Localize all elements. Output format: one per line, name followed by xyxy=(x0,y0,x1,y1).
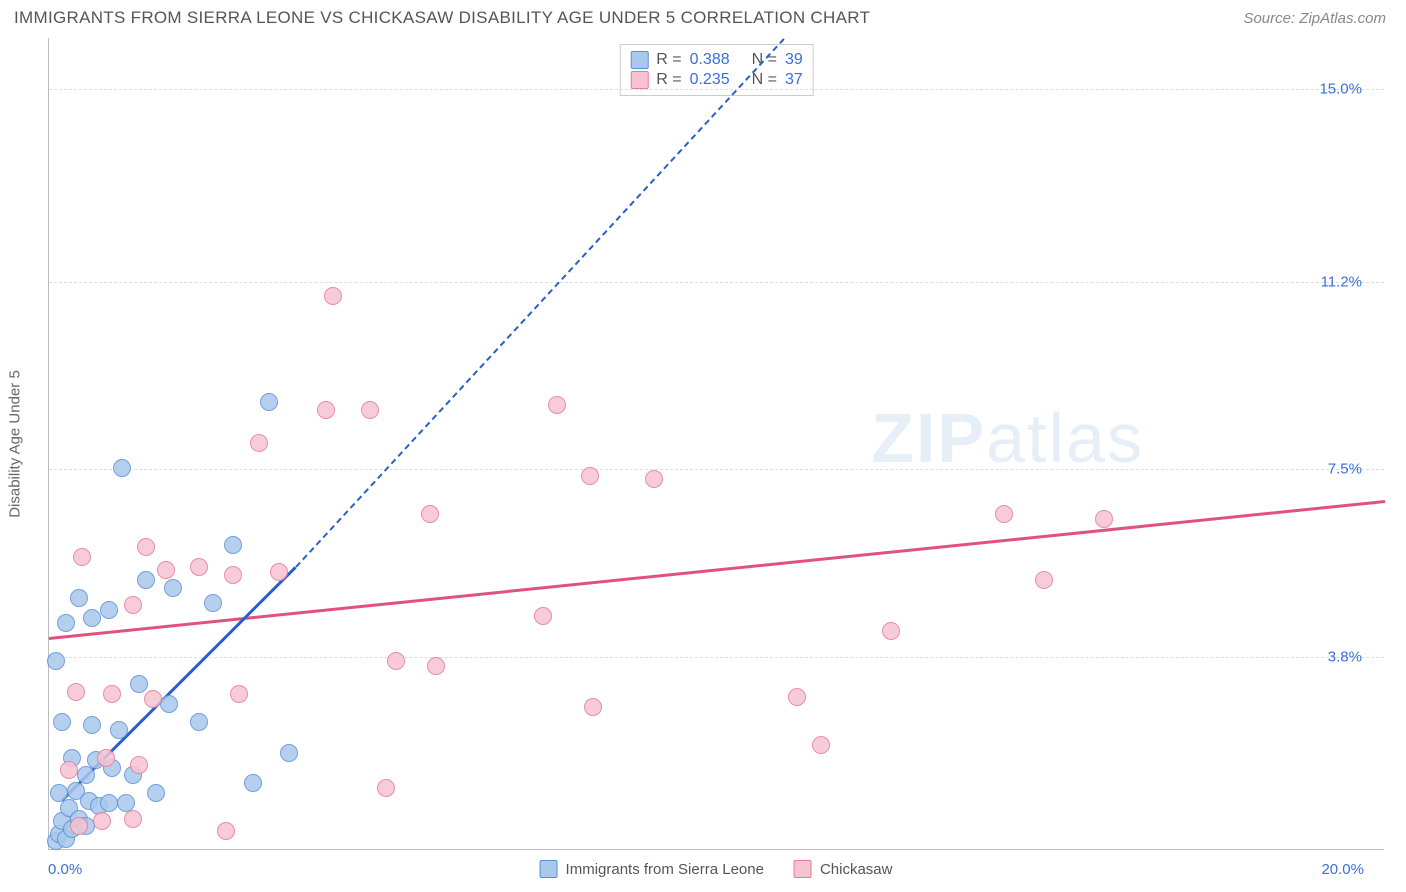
data-point xyxy=(270,563,288,581)
data-point xyxy=(110,721,128,739)
series-swatch xyxy=(630,71,648,89)
data-point xyxy=(387,652,405,670)
r-value: 0.235 xyxy=(690,71,730,89)
data-point xyxy=(100,794,118,812)
x-axis-min-label: 0.0% xyxy=(48,861,82,878)
r-label: R = xyxy=(656,71,681,89)
plot-area: Disability Age Under 5 R =0.388N =39R =0… xyxy=(48,38,1384,850)
data-point xyxy=(164,579,182,597)
data-point xyxy=(421,505,439,523)
x-axis-max-label: 20.0% xyxy=(1321,861,1364,878)
data-point xyxy=(83,609,101,627)
data-point xyxy=(377,779,395,797)
data-point xyxy=(812,736,830,754)
data-point xyxy=(217,822,235,840)
data-point xyxy=(548,396,566,414)
data-point xyxy=(130,675,148,693)
data-point xyxy=(50,784,68,802)
data-point xyxy=(147,784,165,802)
gridline xyxy=(49,282,1384,283)
gridline xyxy=(49,89,1384,90)
correlation-chart: ZIPatlas Disability Age Under 5 R =0.388… xyxy=(48,38,1384,850)
y-tick-label: 15.0% xyxy=(1319,80,1362,97)
data-point xyxy=(160,695,178,713)
data-point xyxy=(260,393,278,411)
data-point xyxy=(73,548,91,566)
data-point xyxy=(47,652,65,670)
data-point xyxy=(70,589,88,607)
data-point xyxy=(534,607,552,625)
data-point xyxy=(83,716,101,734)
series-swatch xyxy=(630,51,648,69)
gridline xyxy=(49,657,1384,658)
data-point xyxy=(190,713,208,731)
r-label: R = xyxy=(656,51,681,69)
data-point xyxy=(57,614,75,632)
data-point xyxy=(70,817,88,835)
legend: Immigrants from Sierra Leone Chickasaw xyxy=(540,860,893,878)
data-point xyxy=(137,538,155,556)
data-point xyxy=(157,561,175,579)
data-point xyxy=(204,594,222,612)
trend-line xyxy=(295,38,784,567)
source-label: Source: ZipAtlas.com xyxy=(1243,10,1386,27)
data-point xyxy=(103,685,121,703)
data-point xyxy=(317,401,335,419)
data-point xyxy=(93,812,111,830)
data-point xyxy=(1035,571,1053,589)
data-point xyxy=(584,698,602,716)
chart-title: IMMIGRANTS FROM SIERRA LEONE VS CHICKASA… xyxy=(14,8,870,28)
stats-row: R = 0.235 N = 37 xyxy=(630,71,803,89)
data-point xyxy=(124,596,142,614)
data-point xyxy=(60,761,78,779)
data-point xyxy=(427,657,445,675)
data-point xyxy=(788,688,806,706)
gridline xyxy=(49,469,1384,470)
legend-label: Immigrants from Sierra Leone xyxy=(566,861,764,878)
n-value: 37 xyxy=(785,71,803,89)
data-point xyxy=(67,683,85,701)
series-swatch xyxy=(540,860,558,878)
y-axis-title: Disability Age Under 5 xyxy=(7,370,24,518)
data-point xyxy=(995,505,1013,523)
data-point xyxy=(77,766,95,784)
data-point xyxy=(144,690,162,708)
y-tick-label: 11.2% xyxy=(1321,273,1362,290)
data-point xyxy=(1095,510,1113,528)
data-point xyxy=(124,810,142,828)
legend-label: Chickasaw xyxy=(820,861,893,878)
data-point xyxy=(113,459,131,477)
data-point xyxy=(324,287,342,305)
n-value: 39 xyxy=(785,51,803,69)
data-point xyxy=(53,713,71,731)
data-point xyxy=(581,467,599,485)
y-tick-label: 7.5% xyxy=(1328,461,1362,478)
data-point xyxy=(244,774,262,792)
data-point xyxy=(882,622,900,640)
data-point xyxy=(190,558,208,576)
data-point xyxy=(97,749,115,767)
data-point xyxy=(130,756,148,774)
legend-item: Immigrants from Sierra Leone xyxy=(540,860,764,878)
data-point xyxy=(230,685,248,703)
data-point xyxy=(224,536,242,554)
data-point xyxy=(100,601,118,619)
data-point xyxy=(645,470,663,488)
data-point xyxy=(250,434,268,452)
data-point xyxy=(361,401,379,419)
stats-row: R =0.388N =39 xyxy=(630,51,803,69)
data-point xyxy=(224,566,242,584)
trend-line xyxy=(49,500,1385,640)
series-swatch xyxy=(794,860,812,878)
y-tick-label: 3.8% xyxy=(1328,649,1362,666)
data-point xyxy=(137,571,155,589)
legend-item: Chickasaw xyxy=(794,860,893,878)
n-label: N = xyxy=(752,71,777,89)
data-point xyxy=(280,744,298,762)
r-value: 0.388 xyxy=(690,51,730,69)
